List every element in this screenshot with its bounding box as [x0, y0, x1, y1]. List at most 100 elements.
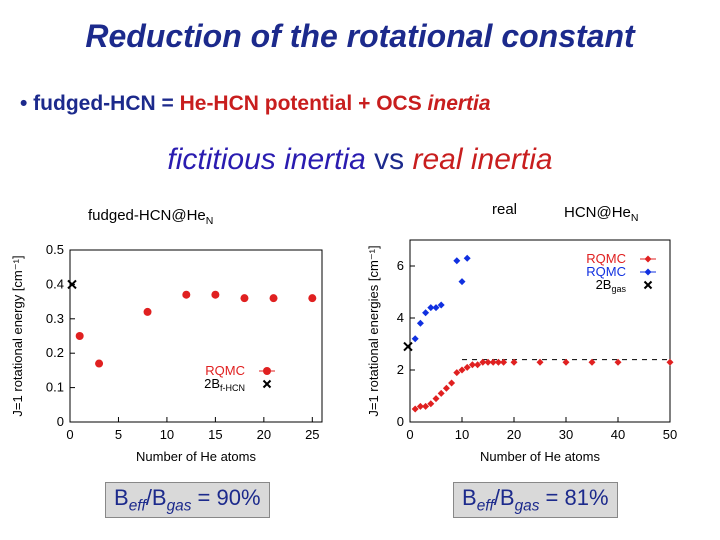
left-chart-ytick-label-4: 0.4	[46, 276, 64, 291]
left-chart-reference-point-stroke-b	[67, 279, 77, 290]
right-chart-series0-point-21	[588, 358, 596, 366]
left-chart-series0-point-1	[95, 359, 104, 368]
right-chart-series0-point-14	[484, 358, 492, 366]
right-chart-series0-point-17	[500, 358, 508, 366]
left-label-sub: N	[205, 215, 214, 227]
right-chart-xlabel: Number of He atoms	[480, 449, 600, 464]
left-chart-xtick-label-1: 5	[115, 427, 122, 442]
right-result-b: B	[462, 485, 477, 510]
right-chart-series0-point-20	[562, 358, 570, 366]
left-result-sub-eff: eff	[128, 497, 146, 515]
left-chart-series0-point-5	[240, 294, 249, 303]
right-chart-series0-point-13	[479, 358, 487, 366]
right-chart-series0-point-1	[416, 402, 424, 410]
right-chart-ytick-label-0: 0	[397, 414, 404, 429]
left-chart-reference-point	[67, 279, 77, 290]
bullet-lead: • fudged-HCN =	[20, 92, 180, 115]
right-chart-series0-point-19	[536, 358, 544, 366]
right-chart-series0-point-8	[453, 369, 461, 377]
right-panel-label: HCN@HeN	[564, 204, 639, 224]
right-chart-legend-marker-0	[644, 255, 652, 263]
page-title: Reduction of the rotational constant	[85, 18, 635, 54]
left-chart-ytick-label-3: 0.3	[46, 311, 64, 326]
right-chart-xtick-label-1: 10	[455, 427, 469, 442]
right-result-value: = 81%	[539, 485, 609, 510]
right-chart-ytick-label-3: 6	[397, 258, 404, 273]
right-chart-xtick-label-5: 50	[663, 427, 677, 442]
left-result-b: B	[114, 485, 129, 510]
right-chart-reference-point	[403, 341, 413, 352]
right-chart-legend-marker-2	[643, 280, 653, 290]
right-chart-series1-point-0	[411, 335, 419, 343]
right-chart-series1-point-7	[458, 278, 466, 286]
left-result-box: Beff/Bgas = 90%	[105, 482, 270, 519]
right-chart-series0-point-6	[442, 384, 450, 392]
right-chart-series1-point-1	[416, 319, 424, 327]
left-chart-ytick-label-5: 0.5	[46, 242, 64, 257]
left-chart-xtick-label-4: 20	[257, 427, 271, 442]
left-chart-frame	[69, 249, 323, 423]
right-result-box: Beff/Bgas = 81%	[453, 482, 618, 519]
right-chart-series0-point-18	[510, 358, 518, 366]
left-chart-legend-marker-1	[262, 379, 272, 389]
left-chart-legend-marker-1-stroke-b	[262, 379, 272, 389]
bullet-red-part: He-HCN potential + OCS	[179, 92, 428, 115]
right-chart-series1-point-4	[432, 304, 440, 312]
right-label-main: HCN@He	[564, 204, 631, 221]
right-chart-xtick-label-0: 0	[406, 427, 413, 442]
right-chart-legend-label-1: RQMC	[586, 264, 626, 279]
right-result-sub-eff: eff	[476, 497, 494, 515]
left-result-mid: /B	[145, 485, 167, 510]
left-chart-series0-point-2	[143, 307, 152, 316]
right-chart-series0-point-23	[666, 358, 674, 366]
right-chart: 0 10 20 30 40 50 0 2 4 6 Number of He atoms J=1 rot…	[366, 239, 677, 464]
left-result-value: = 90%	[191, 485, 261, 510]
right-chart-series1-point-2	[422, 309, 430, 317]
right-chart-legend-label-2: 2Bgas	[596, 277, 627, 294]
right-chart-legend-marker-2-stroke-b	[643, 280, 653, 290]
left-chart-xlabel: Number of He atoms	[136, 449, 256, 464]
right-chart-series0-point-15	[489, 358, 497, 366]
left-chart-xtick-label-5: 25	[305, 427, 319, 442]
left-chart-xtick-label-0: 0	[66, 427, 73, 442]
right-chart-series1-point-3	[427, 304, 435, 312]
right-chart-series1-point-6	[453, 257, 461, 265]
subtitle: fictitious inertia vs real inertia	[0, 143, 720, 177]
right-chart-series0-point-0	[411, 405, 419, 413]
right-result-mid: /B	[493, 485, 515, 510]
left-chart-ytick-label-0: 0	[57, 414, 64, 429]
left-chart-xtick-label-2: 10	[160, 427, 174, 442]
left-chart-legend-sub-1: f-HCN	[220, 383, 245, 393]
right-chart-series0-point-10	[463, 363, 471, 371]
left-chart-series0-point-0	[75, 332, 84, 340]
left-chart-series0-point-6	[269, 294, 278, 303]
right-chart-series1-point-8	[463, 254, 471, 262]
right-chart-xtick-label-2: 20	[507, 427, 521, 442]
left-chart-legend-label-1: 2Bf-HCN	[204, 376, 245, 393]
subtitle-right: real inertia	[412, 143, 553, 176]
left-chart-series0-point-7	[308, 294, 317, 303]
right-chart-series0-point-3	[427, 400, 435, 408]
right-chart-frame	[409, 239, 671, 423]
left-chart-series0-point-4	[211, 290, 220, 299]
right-chart-series0-point-9	[458, 366, 466, 374]
left-result-sub-gas: gas	[166, 497, 192, 515]
right-chart-legend-sub-2: gas	[611, 284, 626, 294]
right-chart-ytick-label-2: 4	[397, 310, 404, 325]
left-chart-ytick-label-2: 0.2	[46, 345, 64, 360]
left-chart-xtick-label-3: 15	[208, 427, 222, 442]
right-chart-legend-label-0: RQMC	[586, 251, 626, 266]
right-chart-series0-point-7	[448, 379, 456, 387]
right-chart-xtick-label-3: 30	[559, 427, 573, 442]
subtitle-left: fictitious inertia	[167, 143, 366, 176]
right-chart-series1-point-5	[437, 301, 445, 309]
left-chart: 0 5 10 15 20 25 0 0.1 0.2 0.3 0.4 0.5 Number of He a…	[10, 242, 323, 464]
subtitle-vs: vs	[365, 143, 413, 176]
left-chart-series0-point-3	[182, 290, 191, 299]
right-chart-series0-point-12	[474, 361, 482, 369]
right-label-sub: N	[630, 212, 639, 224]
left-chart-legend-marker-0	[263, 367, 271, 375]
right-panel-label-real: real	[492, 201, 518, 218]
right-chart-series0-point-22	[614, 358, 622, 366]
right-chart-series0-point-11	[468, 361, 476, 369]
